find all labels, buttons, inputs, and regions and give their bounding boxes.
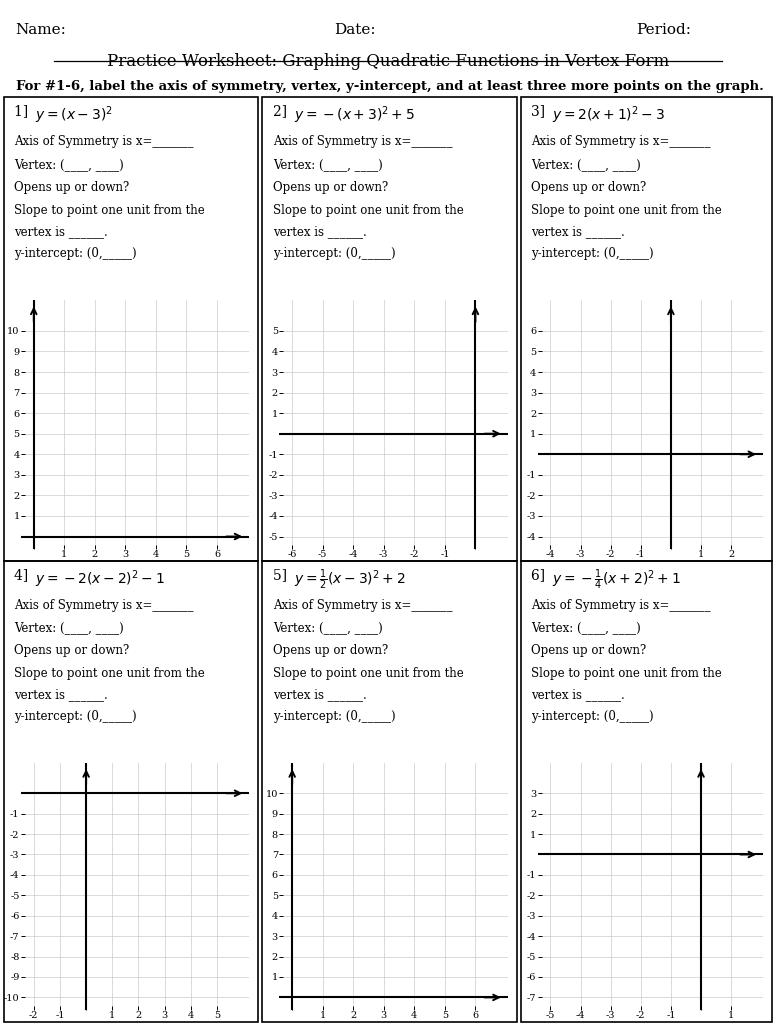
Text: Period:: Period: [636,23,691,37]
Text: Opens up or down?: Opens up or down? [531,644,646,656]
Text: vertex is ______.: vertex is ______. [273,225,366,238]
Text: vertex is ______.: vertex is ______. [15,225,108,238]
Text: Opens up or down?: Opens up or down? [273,644,388,656]
Text: 4]: 4] [15,568,33,582]
Text: Vertex: (____, ____): Vertex: (____, ____) [15,158,124,171]
Text: Slope to point one unit from the: Slope to point one unit from the [531,668,722,680]
Text: $y = -\frac{1}{4}(x+2)^2+1$: $y = -\frac{1}{4}(x+2)^2+1$ [552,568,681,593]
Text: vertex is ______.: vertex is ______. [273,688,366,700]
Text: Axis of Symmetry is x=_______: Axis of Symmetry is x=_______ [531,599,711,612]
Text: $y = (x-3)^2$: $y = (x-3)^2$ [35,104,113,126]
Text: Axis of Symmetry is x=_______: Axis of Symmetry is x=_______ [273,599,452,612]
Text: Axis of Symmetry is x=_______: Axis of Symmetry is x=_______ [273,135,452,148]
Text: Vertex: (____, ____): Vertex: (____, ____) [15,622,124,635]
Text: Slope to point one unit from the: Slope to point one unit from the [273,668,463,680]
Text: Slope to point one unit from the: Slope to point one unit from the [15,668,205,680]
Text: y-intercept: (0,_____): y-intercept: (0,_____) [273,711,396,723]
Text: Opens up or down?: Opens up or down? [15,644,130,656]
Text: $y = -(x+3)^2+5$: $y = -(x+3)^2+5$ [293,104,414,126]
Text: vertex is ______.: vertex is ______. [531,225,625,238]
Text: Practice Worksheet: Graphing Quadratic Functions in Vertex Form: Practice Worksheet: Graphing Quadratic F… [107,53,669,71]
Text: vertex is ______.: vertex is ______. [15,688,108,700]
Text: Opens up or down?: Opens up or down? [15,180,130,194]
Text: 3]: 3] [531,104,549,118]
Text: $y = -2(x-2)^2-1$: $y = -2(x-2)^2-1$ [35,568,165,590]
Text: $y = \frac{1}{2}(x-3)^2+2$: $y = \frac{1}{2}(x-3)^2+2$ [293,568,405,593]
Text: Name:: Name: [16,23,67,37]
Text: y-intercept: (0,_____): y-intercept: (0,_____) [531,711,654,723]
Text: Vertex: (____, ____): Vertex: (____, ____) [273,158,383,171]
Text: 5]: 5] [273,568,291,582]
Text: y-intercept: (0,_____): y-intercept: (0,_____) [15,711,137,723]
Text: Slope to point one unit from the: Slope to point one unit from the [273,204,463,217]
Text: Axis of Symmetry is x=_______: Axis of Symmetry is x=_______ [15,135,194,148]
Text: 6]: 6] [531,568,549,582]
Text: Date:: Date: [334,23,376,37]
Text: vertex is ______.: vertex is ______. [531,688,625,700]
Text: Slope to point one unit from the: Slope to point one unit from the [15,204,205,217]
Text: Vertex: (____, ____): Vertex: (____, ____) [531,622,641,635]
Text: y-intercept: (0,_____): y-intercept: (0,_____) [273,248,396,260]
Text: For #1-6, label the axis of symmetry, vertex, y-intercept, and at least three mo: For #1-6, label the axis of symmetry, ve… [16,80,764,93]
Text: Opens up or down?: Opens up or down? [273,180,388,194]
Text: Axis of Symmetry is x=_______: Axis of Symmetry is x=_______ [531,135,711,148]
Text: y-intercept: (0,_____): y-intercept: (0,_____) [15,248,137,260]
Text: Vertex: (____, ____): Vertex: (____, ____) [531,158,641,171]
Text: Axis of Symmetry is x=_______: Axis of Symmetry is x=_______ [15,599,194,612]
Text: 1]: 1] [15,104,33,118]
Text: y-intercept: (0,_____): y-intercept: (0,_____) [531,248,654,260]
Text: $y = 2(x+1)^2-3$: $y = 2(x+1)^2-3$ [552,104,664,126]
Text: Opens up or down?: Opens up or down? [531,180,646,194]
Text: 2]: 2] [273,104,291,118]
Text: Vertex: (____, ____): Vertex: (____, ____) [273,622,383,635]
Text: Slope to point one unit from the: Slope to point one unit from the [531,204,722,217]
